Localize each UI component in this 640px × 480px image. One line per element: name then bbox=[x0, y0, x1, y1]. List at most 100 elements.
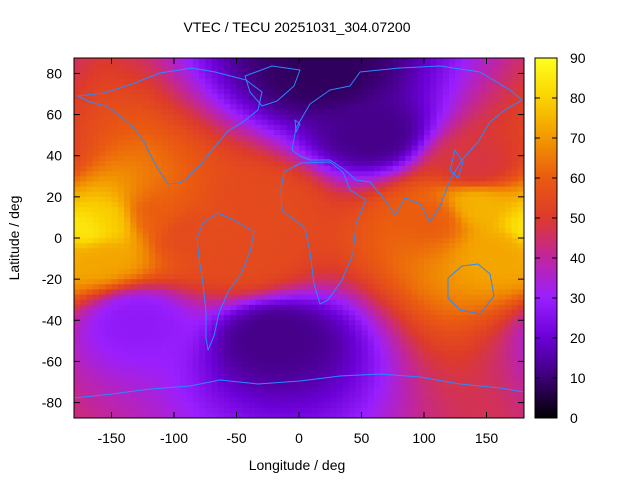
heatmap-cell bbox=[417, 366, 425, 373]
heatmap-cell bbox=[217, 196, 225, 203]
heatmap-cell bbox=[199, 263, 206, 270]
heatmap-cell bbox=[342, 402, 350, 409]
heatmap-cell bbox=[149, 392, 156, 399]
heatmap-cell bbox=[186, 392, 194, 399]
heatmap-cell bbox=[361, 207, 369, 213]
heatmap-cell bbox=[311, 263, 319, 270]
heatmap-cell bbox=[99, 94, 106, 100]
heatmap-cell bbox=[349, 181, 356, 188]
heatmap-cell bbox=[167, 346, 175, 352]
heatmap-cell bbox=[199, 356, 206, 363]
heatmap-cell bbox=[117, 315, 125, 321]
heatmap-cell bbox=[217, 340, 225, 347]
heatmap-cell bbox=[86, 217, 94, 224]
heatmap-cell bbox=[392, 346, 400, 352]
heatmap-cell bbox=[430, 150, 438, 157]
heatmap-cell bbox=[424, 119, 431, 126]
heatmap-cell bbox=[286, 346, 294, 352]
heatmap-cell bbox=[311, 83, 319, 90]
heatmap-cell bbox=[324, 191, 331, 198]
heatmap-cell bbox=[511, 320, 519, 327]
heatmap-cell bbox=[111, 315, 119, 321]
heatmap-cell bbox=[399, 366, 406, 373]
heatmap-cell bbox=[180, 238, 188, 244]
heatmap-cell bbox=[174, 212, 181, 219]
heatmap-cell bbox=[399, 253, 406, 260]
heatmap-cell bbox=[424, 212, 431, 219]
heatmap-cell bbox=[199, 315, 206, 321]
heatmap-cell bbox=[211, 284, 219, 291]
heatmap-cell bbox=[236, 140, 244, 147]
heatmap-cell bbox=[361, 299, 369, 306]
heatmap-cell bbox=[461, 304, 469, 311]
heatmap-cell bbox=[486, 114, 494, 121]
heatmap-cell bbox=[317, 402, 325, 409]
heatmap-cell bbox=[442, 135, 450, 141]
heatmap-cell bbox=[149, 315, 156, 321]
heatmap-cell bbox=[374, 289, 381, 296]
heatmap-cell bbox=[211, 263, 219, 270]
heatmap-cell bbox=[217, 73, 225, 80]
heatmap-cell bbox=[80, 361, 88, 368]
heatmap-cell bbox=[417, 299, 425, 306]
heatmap-cell bbox=[255, 130, 263, 136]
heatmap-cell bbox=[292, 274, 300, 280]
heatmap-cell bbox=[105, 351, 113, 357]
heatmap-cell bbox=[449, 176, 456, 183]
heatmap-cell bbox=[86, 274, 94, 280]
heatmap-cell bbox=[280, 227, 288, 234]
heatmap-cell bbox=[505, 227, 513, 234]
heatmap-cell bbox=[492, 376, 500, 383]
heatmap-cell bbox=[230, 73, 238, 80]
heatmap-cell bbox=[149, 186, 156, 193]
heatmap-cell bbox=[124, 289, 131, 296]
heatmap-cell bbox=[380, 140, 388, 147]
heatmap-cell bbox=[105, 392, 113, 399]
heatmap-cell bbox=[480, 171, 488, 177]
heatmap-cell bbox=[436, 371, 444, 378]
heatmap-cell bbox=[230, 387, 238, 393]
heatmap-cell bbox=[230, 294, 238, 301]
heatmap-cell bbox=[474, 299, 481, 306]
heatmap-cell bbox=[267, 58, 275, 64]
heatmap-cell bbox=[92, 376, 100, 383]
heatmap-cell bbox=[317, 155, 325, 162]
heatmap-cell bbox=[392, 279, 400, 285]
heatmap-cell bbox=[355, 68, 363, 75]
heatmap-cell bbox=[74, 258, 81, 265]
heatmap-cell bbox=[105, 166, 113, 172]
heatmap-cell bbox=[349, 263, 356, 270]
heatmap-cell bbox=[492, 155, 500, 162]
heatmap-cell bbox=[442, 212, 450, 219]
heatmap-cell bbox=[374, 109, 381, 116]
heatmap-cell bbox=[480, 94, 488, 100]
heatmap-cell bbox=[111, 361, 119, 368]
heatmap-cell bbox=[255, 289, 263, 296]
heatmap-cell bbox=[511, 176, 519, 183]
heatmap-cell bbox=[467, 263, 475, 270]
heatmap-cell bbox=[505, 130, 513, 136]
heatmap-cell bbox=[486, 392, 494, 399]
heatmap-cell bbox=[417, 186, 425, 193]
heatmap-cell bbox=[424, 104, 431, 111]
heatmap-cell bbox=[349, 366, 356, 373]
heatmap-cell bbox=[342, 63, 350, 69]
heatmap-cell bbox=[136, 361, 144, 368]
heatmap-cell bbox=[180, 171, 188, 177]
heatmap-cell bbox=[330, 186, 338, 193]
heatmap-cell bbox=[186, 356, 194, 363]
heatmap-cell bbox=[199, 83, 206, 90]
heatmap-cell bbox=[317, 382, 325, 388]
heatmap-cell bbox=[436, 361, 444, 368]
heatmap-cell bbox=[499, 284, 506, 291]
heatmap-cell bbox=[324, 135, 331, 141]
heatmap-cell bbox=[374, 166, 381, 172]
heatmap-cell bbox=[374, 155, 381, 162]
heatmap-cell bbox=[136, 207, 144, 213]
heatmap-cell bbox=[105, 135, 113, 141]
heatmap-cell bbox=[261, 63, 269, 69]
heatmap-cell bbox=[292, 340, 300, 347]
heatmap-cell bbox=[186, 207, 194, 213]
heatmap-cell bbox=[424, 176, 431, 183]
heatmap-cell bbox=[467, 202, 475, 208]
